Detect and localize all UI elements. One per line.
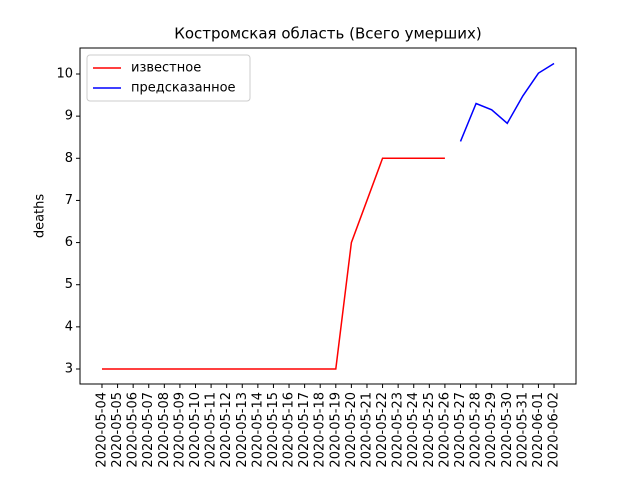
x-tick-label: 2020-05-20 (344, 392, 359, 468)
x-tick-label: 2020-05-26 (437, 392, 452, 468)
x-tick-label: 2020-05-11 (204, 392, 219, 468)
x-tick-label: 2020-05-14 (250, 392, 265, 468)
x-tick-label: 2020-05-09 (172, 392, 187, 468)
x-tick-label: 2020-05-30 (500, 392, 515, 468)
x-tick-label: 2020-05-10 (188, 392, 203, 468)
x-tick-label: 2020-06-01 (531, 392, 546, 468)
x-tick-label: 2020-05-05 (110, 392, 125, 468)
x-tick-label: 2020-05-04 (94, 392, 109, 468)
x-tick-label: 2020-05-06 (126, 392, 141, 468)
x-tick-label: 2020-05-23 (391, 392, 406, 468)
x-tick-label: 2020-05-07 (141, 392, 156, 468)
x-tick-label: 2020-05-16 (282, 392, 297, 468)
x-tick-label: 2020-05-22 (375, 392, 390, 468)
y-tick-label: 10 (56, 67, 73, 82)
x-tick-label: 2020-05-13 (235, 392, 250, 468)
legend-label: известное (131, 61, 201, 76)
x-tick-label: 2020-05-31 (515, 392, 530, 468)
y-tick-label: 8 (65, 151, 73, 166)
x-tick-label: 2020-05-21 (359, 392, 374, 468)
x-tick-label: 2020-05-12 (219, 392, 234, 468)
x-tick-label: 2020-05-15 (266, 392, 281, 468)
y-tick-label: 5 (65, 277, 73, 292)
legend-box (86, 54, 251, 102)
y-tick-label: 9 (65, 109, 73, 124)
x-tick-label: 2020-05-24 (406, 392, 421, 468)
y-tick-label: 6 (65, 235, 73, 250)
x-tick-label: 2020-06-02 (547, 392, 562, 468)
plot-frame (79, 47, 577, 385)
x-tick-label: 2020-05-25 (422, 392, 437, 468)
x-tick-label: 2020-05-18 (313, 392, 328, 468)
series-line (459, 62, 555, 142)
legend-label: предсказанное (131, 81, 236, 96)
x-tick-label: 2020-05-17 (297, 392, 312, 468)
y-axis-label: deaths (33, 194, 48, 239)
x-tick-label: 2020-05-19 (328, 392, 343, 468)
series-line (101, 157, 445, 370)
y-tick-label: 7 (65, 193, 73, 208)
x-tick-label: 2020-05-28 (469, 392, 484, 468)
y-tick-label: 4 (65, 319, 73, 334)
chart-title: Костромская область (Всего умерших) (174, 25, 482, 43)
x-tick-label: 2020-05-29 (484, 392, 499, 468)
y-tick-label: 3 (65, 361, 73, 376)
x-tick-label: 2020-05-08 (157, 392, 172, 468)
x-tick-label: 2020-05-27 (453, 392, 468, 468)
